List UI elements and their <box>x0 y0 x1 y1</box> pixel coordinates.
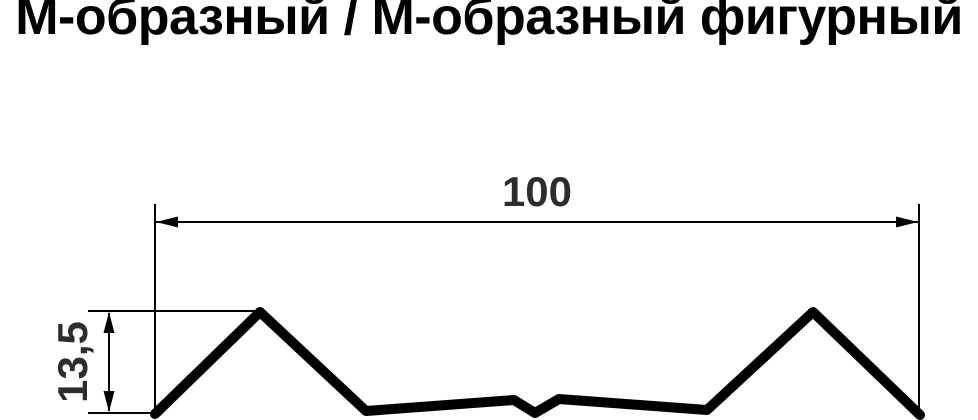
arrowhead-down <box>103 391 115 412</box>
arrowhead-up <box>103 312 115 333</box>
width-dimension-label: 100 <box>502 168 572 215</box>
arrowhead-left <box>156 216 178 228</box>
page-title: М-образный / М-образный фигурный <box>15 0 963 46</box>
m-profile-outline <box>150 307 925 420</box>
arrowhead-right <box>896 216 918 228</box>
height-dimension-label: 13,5 <box>49 321 96 403</box>
